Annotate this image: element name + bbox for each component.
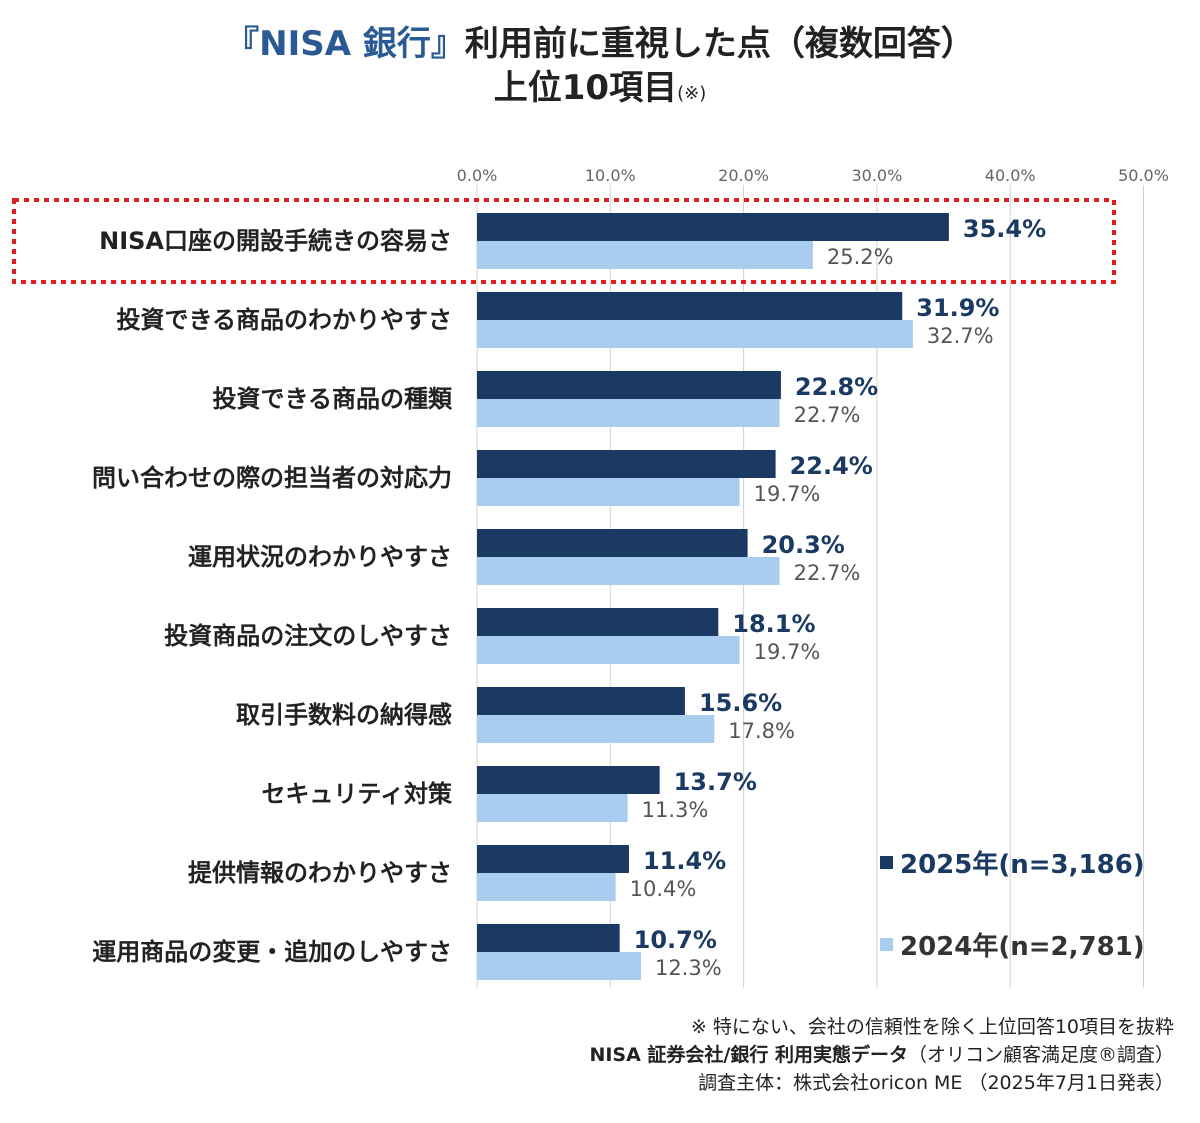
data-label-2025: 20.3% bbox=[762, 531, 845, 559]
data-label-2024: 32.7% bbox=[927, 324, 994, 348]
data-label-2024: 10.4% bbox=[630, 877, 697, 901]
data-label-2025: 35.4% bbox=[963, 215, 1046, 243]
bar-2025 bbox=[477, 213, 949, 241]
data-label-2024: 17.8% bbox=[728, 719, 795, 743]
bar-2024 bbox=[477, 873, 616, 901]
data-label-2025: 22.4% bbox=[790, 452, 873, 480]
category-label: 取引手数料の納得感 bbox=[236, 701, 452, 729]
category-label: 投資商品の注文のしやすさ bbox=[164, 622, 452, 650]
category-label: セキュリティ対策 bbox=[261, 780, 453, 808]
category-label: 問い合わせの際の担当者の対応力 bbox=[92, 464, 452, 492]
data-label-2025: 10.7% bbox=[634, 926, 717, 954]
data-label-2024: 19.7% bbox=[754, 640, 821, 664]
data-label-2025: 18.1% bbox=[732, 610, 815, 638]
bar-2024 bbox=[477, 952, 641, 980]
legend-label-2024: 2024年(n=2,781) bbox=[900, 931, 1145, 962]
bar-2024 bbox=[477, 399, 780, 427]
bar-2025 bbox=[477, 608, 719, 636]
bar-chart: 0.0% 10.0% 20.0% 30.0% 40.0% 50.0% NISA口座の開設手続… bbox=[12, 166, 1169, 988]
data-label-2024: 12.3% bbox=[655, 956, 722, 980]
bar-2024 bbox=[477, 241, 813, 269]
bar-2025 bbox=[477, 529, 748, 557]
chart-subtitle: 上位10項目(※) bbox=[0, 66, 1200, 116]
footnote-2: NISA 証券会社/銀行 利用実態データ（オリコン顧客満足度®調査） bbox=[589, 1040, 1174, 1067]
category-label: 運用商品の変更・追加のしやすさ bbox=[92, 938, 452, 966]
data-label-2025: 22.8% bbox=[795, 373, 878, 401]
bar-2025 bbox=[477, 450, 776, 478]
bar-2024 bbox=[477, 715, 715, 743]
category-label: 投資できる商品の種類 bbox=[212, 385, 453, 413]
bar-2025 bbox=[477, 292, 903, 320]
bar-2024 bbox=[477, 320, 913, 348]
footnote-2-survey: （オリコン顧客満足度®調査） bbox=[907, 1044, 1174, 1066]
highlight-box bbox=[12, 198, 1116, 284]
data-label-2024: 11.3% bbox=[642, 798, 709, 822]
bar-2024 bbox=[477, 557, 780, 585]
bar-2025 bbox=[477, 766, 660, 794]
x-tick-label: 50.0% bbox=[1118, 166, 1169, 185]
data-label-2024: 22.7% bbox=[794, 403, 861, 427]
chart-title-accent: 『NISA 銀行』 bbox=[225, 24, 465, 64]
chart-title-main: 利用前に重視した点（複数回答） bbox=[464, 24, 975, 64]
category-label: 投資できる商品のわかりやすさ bbox=[116, 306, 452, 334]
x-tick-label: 30.0% bbox=[851, 166, 902, 185]
bar-2024 bbox=[477, 478, 740, 506]
data-label-2025: 11.4% bbox=[643, 847, 726, 875]
x-tick-label: 20.0% bbox=[718, 166, 769, 185]
footnote-1: ※ 特にない、会社の信頼性を除く上位回答10項目を抜粋 bbox=[690, 1016, 1174, 1038]
bar-2025 bbox=[477, 371, 781, 399]
legend-swatch-2025 bbox=[880, 856, 893, 869]
footnote-3: 調査主体：株式会社oricon ME （2025年7月1日発表） bbox=[698, 1072, 1174, 1094]
data-label-2024: 22.7% bbox=[794, 561, 861, 585]
footnote-2-source: NISA 証券会社/銀行 利用実態データ bbox=[589, 1044, 908, 1066]
category-label: NISA口座の開設手続きの容易さ bbox=[99, 227, 452, 255]
bar-2024 bbox=[477, 794, 628, 822]
category-label: 提供情報のわかりやすさ bbox=[188, 859, 452, 887]
chart-subtitle-text: 上位10項目 bbox=[493, 68, 678, 108]
data-label-2025: 15.6% bbox=[699, 689, 782, 717]
x-tick-label: 40.0% bbox=[985, 166, 1036, 185]
bar-2025 bbox=[477, 845, 629, 873]
legend-swatch-2024 bbox=[880, 938, 893, 951]
bar-2025 bbox=[477, 687, 685, 715]
data-label-2024: 25.2% bbox=[827, 245, 894, 269]
chart-subtitle-note: (※) bbox=[677, 83, 707, 104]
data-label-2025: 13.7% bbox=[674, 768, 757, 796]
bar-2025 bbox=[477, 924, 620, 952]
chart-title: 『NISA 銀行』利用前に重視した点（複数回答） bbox=[0, 22, 1200, 66]
x-tick-label: 10.0% bbox=[585, 166, 636, 185]
category-label: 運用状況のわかりやすさ bbox=[188, 543, 452, 571]
data-label-2024: 19.7% bbox=[754, 482, 821, 506]
legend-label-2025: 2025年(n=3,186) bbox=[900, 849, 1145, 880]
x-tick-label: 0.0% bbox=[457, 166, 498, 185]
data-label-2025: 31.9% bbox=[916, 294, 999, 322]
bar-2024 bbox=[477, 636, 740, 664]
